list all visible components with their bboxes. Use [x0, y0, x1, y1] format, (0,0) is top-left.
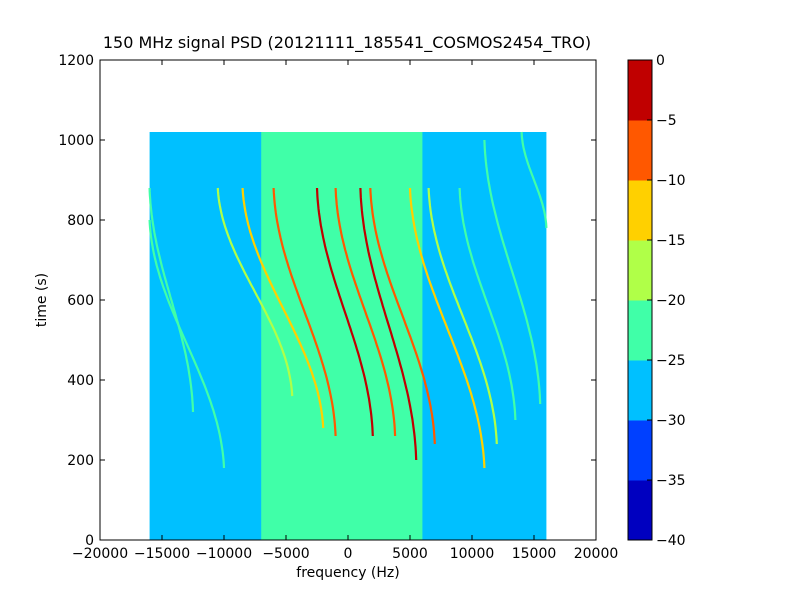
y-tick-label: 1200 — [58, 53, 94, 69]
chart-title: 150 MHz signal PSD (20121111_185541_COSM… — [103, 33, 591, 53]
y-tick-label: 400 — [67, 373, 94, 389]
x-tick-label: −20000 — [72, 546, 128, 562]
signal-trace-10 — [408, 187, 486, 469]
x-tick-label: 5000 — [392, 546, 428, 562]
x-tick-label: 0 — [344, 546, 353, 562]
colorbar-segment — [628, 240, 652, 301]
signal-trace-3 — [216, 187, 294, 397]
colorbar-tick-label: 0 — [656, 53, 665, 69]
signal-trace-12 — [458, 187, 517, 421]
colorbar — [628, 60, 652, 541]
y-tick-label: 0 — [85, 533, 94, 549]
colorbar-tick-label: −10 — [656, 173, 686, 189]
colorbar-tick-label: −35 — [656, 473, 686, 489]
x-tick-label: −10000 — [196, 546, 252, 562]
x-axis-ticks: −20000 −15000 −10000 −5000 0 5000 10000 15000 20… — [72, 60, 618, 562]
y-axis-label: time (s) — [34, 273, 50, 327]
colorbar-tick-label: −25 — [656, 353, 686, 369]
x-tick-label: −15000 — [134, 546, 190, 562]
x-tick-label: 10000 — [450, 546, 495, 562]
colorbar-tick-label: −20 — [656, 293, 686, 309]
y-tick-label: 600 — [67, 293, 94, 309]
signal-trace-2 — [148, 219, 226, 469]
x-tick-label: −5000 — [262, 546, 309, 562]
colorbar-tick-label: −5 — [656, 113, 677, 129]
colorbar-tick-label: −30 — [656, 413, 686, 429]
signal-trace-6 — [315, 187, 374, 437]
signal-traces — [148, 131, 548, 469]
heatmap-area — [149, 132, 547, 540]
colorbar-segment — [628, 180, 652, 241]
signal-trace-9 — [369, 187, 436, 445]
x-axis-label: frequency (Hz) — [296, 565, 399, 581]
heatmap-central-band — [261, 132, 423, 540]
x-tick-label: 20000 — [574, 546, 619, 562]
y-tick-label: 200 — [67, 453, 94, 469]
y-axis-ticks: 0 200 400 600 800 1000 1200 — [58, 53, 596, 549]
y-tick-label: 1000 — [58, 133, 94, 149]
colorbar-segment — [628, 420, 652, 481]
x-tick-label: 15000 — [512, 546, 557, 562]
colorbar-tick-label: −40 — [656, 533, 686, 549]
signal-trace-14 — [520, 131, 548, 229]
signal-trace-13 — [483, 139, 542, 405]
signal-trace-7 — [334, 187, 397, 437]
colorbar-segment — [628, 360, 652, 421]
signal-trace-8 — [359, 187, 418, 461]
signal-trace-11 — [427, 187, 498, 445]
colorbar-segment — [628, 60, 652, 121]
colorbar-ticks: −40 −35 −30 −25 −20 −15 −10 −5 0 — [647, 53, 686, 549]
colorbar-segment — [628, 480, 652, 541]
colorbar-segment — [628, 300, 652, 361]
signal-trace-1 — [148, 187, 195, 413]
colorbar-segment — [628, 120, 652, 181]
y-tick-label: 800 — [67, 213, 94, 229]
colorbar-tick-label: −15 — [656, 233, 686, 249]
signal-trace-5 — [272, 187, 337, 437]
signal-trace-4 — [241, 187, 325, 429]
